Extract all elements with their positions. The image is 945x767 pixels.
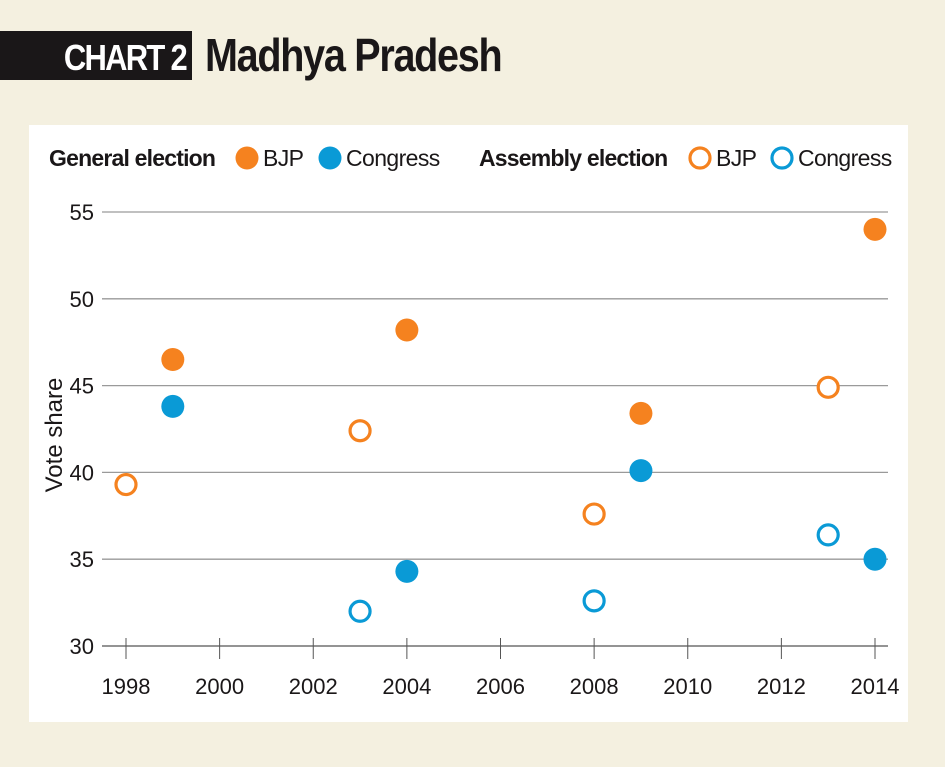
x-tick-label: 2014 [851,674,900,699]
x-tick-label: 2000 [195,674,244,699]
legend-label-general-congress: Congress [346,145,440,171]
legend-group-title: Assembly election [479,145,667,171]
x-tick-label: 2008 [570,674,619,699]
point-general-bjp [629,401,653,425]
gridlines [102,211,888,647]
y-tick-label: 45 [70,374,94,399]
data-points [114,217,887,623]
point-general-congress [629,459,653,483]
y-tick-label: 55 [70,200,94,225]
point-general-congress [863,547,887,571]
chart-label: CHART 2 [63,37,188,78]
point-general-congress [161,394,185,418]
x-tick-label: 1998 [102,674,151,699]
point-assembly-congress [582,589,606,613]
point-general-congress [395,559,419,583]
y-tick-label: 35 [70,547,94,572]
legend-label-general-bjp: BJP [263,145,304,171]
y-tick-labels: 30 35 40 45 50 55 [70,200,94,659]
point-assembly-congress [348,599,372,623]
legend-marker-general-bjp [235,146,259,170]
legend: General election BJP Congress Assembly elec… [49,145,892,171]
chart-label-bar: CHART 2 [0,31,192,80]
point-assembly-bjp [816,375,840,399]
x-tick-label: 2010 [663,674,712,699]
point-assembly-bjp [348,419,372,443]
x-tick-label: 2002 [289,674,338,699]
legend-marker-assembly-congress [770,146,794,170]
legend-marker-assembly-bjp [688,146,712,170]
x-tick-label: 2004 [382,674,431,699]
point-assembly-congress [816,523,840,547]
y-tick-label: 50 [70,287,94,312]
y-tick-label: 40 [70,460,94,485]
y-axis-label: Vote share [41,378,68,493]
legend-label-assembly-congress: Congress [798,145,892,171]
y-tick-label: 30 [70,634,94,659]
chart-panel [29,125,908,722]
x-tick-label: 2012 [757,674,806,699]
legend-marker-general-congress [318,146,342,170]
legend-label-assembly-bjp: BJP [716,145,757,171]
chart-title: Madhya Pradesh [205,29,503,81]
x-axis: 1998 2000 2002 2004 2006 2008 2010 2012 2014 [102,638,900,699]
point-general-bjp [395,318,419,342]
point-assembly-bjp [582,502,606,526]
point-assembly-bjp [114,472,138,497]
point-general-bjp [863,217,887,241]
x-tick-label: 2006 [476,674,525,699]
legend-group-title: General election [49,145,215,171]
point-general-bjp [161,348,185,372]
